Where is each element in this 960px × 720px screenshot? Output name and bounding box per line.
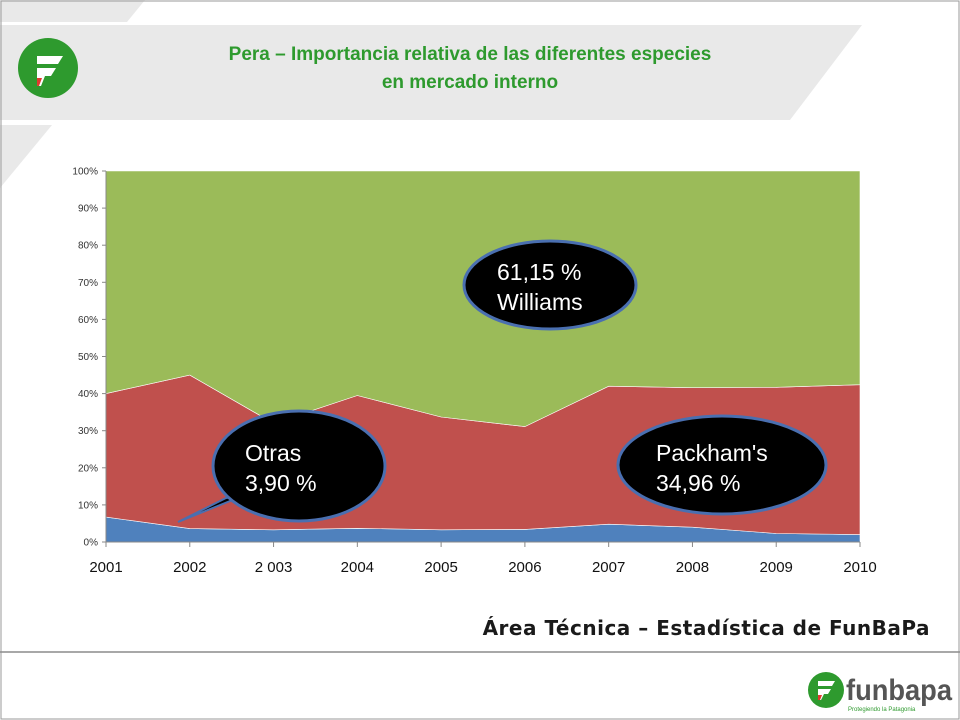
chart: 0%10%20%30%40%50%60%70%80%90%100% 2001 20… [72,167,876,577]
callout-williams: 61,15 % Williams [462,239,638,331]
x-tick-label: 2001 [89,559,122,576]
y-tick-label: 40% [78,389,98,400]
y-tick-label: 20% [78,463,98,474]
callout-bubble [211,409,387,523]
left-triangle [0,125,52,188]
top-left-strip [0,0,145,22]
y-axis: 0% 10% 20% 30% 40% 50% 60% 70% 80% 90% 100% [72,167,107,549]
callout-label-line2: Williams [497,289,583,315]
x-tick-label: 2009 [760,559,793,576]
callout-label-line2: 34,96 % [656,470,740,496]
callouts: 61,15 % Williams Packham's 34,96 % Otras 3,90… [177,239,828,523]
funbapa-small-logo-icon [808,672,844,708]
page-title-line1: Pera – Importancia relativa de las difer… [228,44,712,65]
y-tick-label: 100% [72,167,98,178]
callout-label-line1: 61,15 % [497,259,581,285]
x-tick-label: 2002 [173,559,206,576]
callout-bubble [616,414,828,516]
y-tick-label: 0% [84,538,99,549]
x-tick-label: 2004 [341,559,374,576]
funbapa-logo-icon [18,38,78,98]
footer-credit: Área Técnica – Estadística de FunBaPa [482,616,930,640]
callout-label-line2: 3,90 % [245,470,317,496]
page-title-line2: en mercado interno [381,72,559,93]
y-tick-label: 70% [78,278,98,289]
brand-tagline: Protegiendo la Patagonia [848,707,916,713]
y-tick-label: 30% [78,426,98,437]
callout-label-line1: Packham's [656,440,768,466]
y-tick-label: 60% [78,315,98,326]
x-tick-label: 2008 [676,559,709,576]
x-tick-label: 2 003 [255,559,293,576]
x-tick-label: 2010 [843,559,876,576]
brand-name: funbapa [846,674,952,707]
x-tick-label: 2006 [508,559,541,576]
x-tick-label: 2005 [424,559,457,576]
callout-bubble [462,239,638,331]
x-tick-label: 2007 [592,559,625,576]
callout-label-line1: Otras [245,440,301,466]
y-tick-label: 50% [78,352,98,363]
y-tick-label: 90% [78,204,98,215]
callout-packhams: Packham's 34,96 % [616,414,828,516]
y-tick-label: 10% [78,500,98,511]
funbapa-brand: funbapa Protegiendo la Patagonia [808,672,952,713]
y-tick-label: 80% [78,241,98,252]
x-axis: 2001 2002 2 003 2004 2005 2006 2007 2008 2009 201… [89,541,877,576]
header-panel [0,25,862,120]
callout-otras: Otras 3,90 % [177,409,387,523]
